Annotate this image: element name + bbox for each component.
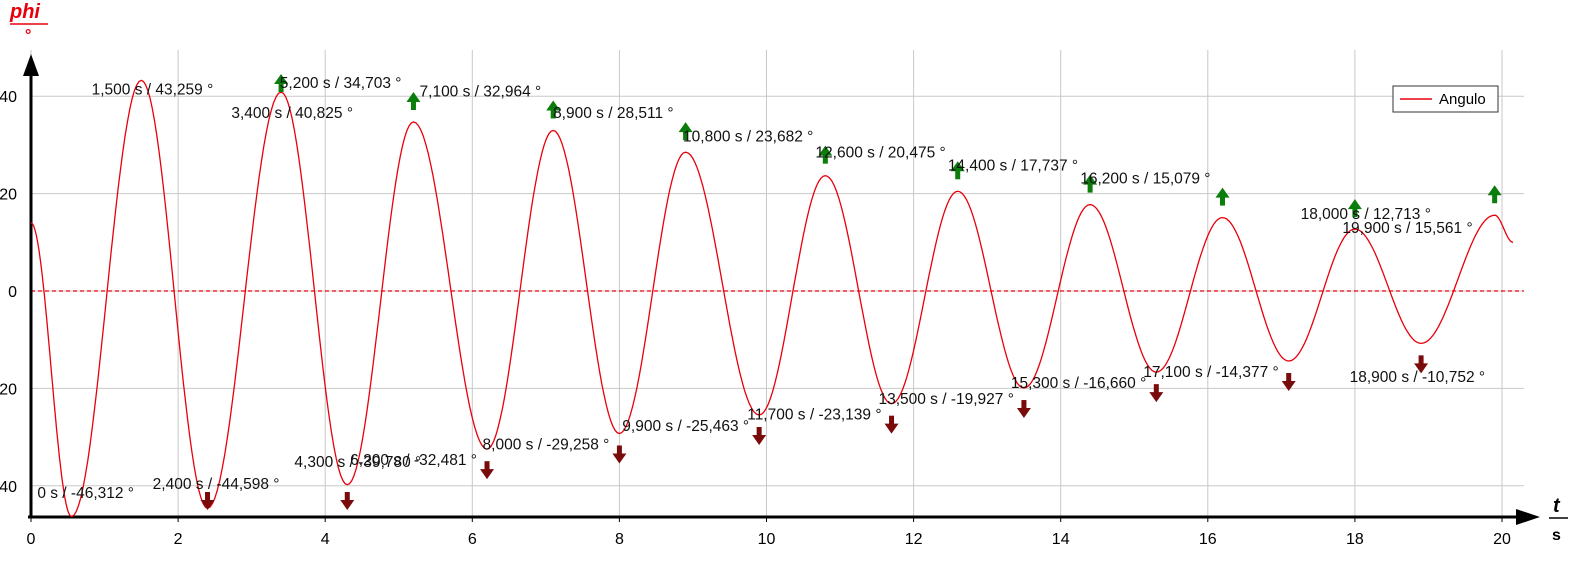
max-marker-arrow bbox=[546, 100, 561, 111]
x-axis-arrow bbox=[1516, 509, 1540, 525]
max-data-label: 7,100 s / 32,964 ° bbox=[420, 83, 542, 100]
min-marker-arrow bbox=[884, 423, 899, 434]
y-tick-labels: 40 20 0 20 40 bbox=[0, 89, 17, 496]
min-marker-stem bbox=[205, 492, 211, 501]
min-data-label: 17,100 s / -14,377 ° bbox=[1143, 364, 1278, 381]
min-marker-arrow bbox=[340, 500, 355, 510]
max-data-label: 12,600 s / 20,475 ° bbox=[815, 144, 945, 161]
series-line-angulo bbox=[30, 79, 1514, 518]
min-data-label: 15,300 s / -16,660 ° bbox=[1011, 375, 1146, 392]
min-data-label: 0 s / -46,312 ° bbox=[37, 485, 134, 502]
min-marker-stem bbox=[344, 492, 350, 501]
min-marker-arrow bbox=[752, 435, 767, 446]
y-axis-unit: ° bbox=[25, 27, 31, 44]
max-marker-stem bbox=[1352, 208, 1358, 218]
max-data-label: 16,200 s / 15,079 ° bbox=[1080, 171, 1210, 188]
max-marker-arrow bbox=[678, 122, 693, 133]
min-marker-stem bbox=[616, 445, 622, 455]
legend-label-angulo: Angulo bbox=[1439, 91, 1486, 108]
max-data-label: 19,900 s / 15,561 ° bbox=[1342, 220, 1472, 237]
axes bbox=[23, 54, 1540, 525]
y-tick-label: 20 bbox=[0, 381, 17, 398]
min-marker-stem bbox=[1153, 384, 1159, 394]
max-marker-stem bbox=[822, 154, 828, 164]
min-data-label: 8,000 s / -29,258 ° bbox=[483, 436, 610, 453]
min-marker-stem bbox=[1286, 373, 1292, 383]
max-data-label: 14,400 s / 17,737 ° bbox=[948, 158, 1078, 175]
max-marker-stem bbox=[683, 131, 689, 141]
max-data-label: 8,900 s / 28,511 ° bbox=[553, 105, 674, 122]
max-data-label: 3,400 s / 40,825 ° bbox=[231, 105, 353, 122]
min-marker-stem bbox=[756, 427, 762, 437]
min-marker-arrow bbox=[1149, 392, 1164, 403]
x-axis-label: t bbox=[1553, 495, 1561, 517]
x-tick-label: 14 bbox=[1052, 531, 1070, 548]
y-tick-label: 40 bbox=[0, 479, 17, 496]
min-marker-stem bbox=[1418, 355, 1424, 365]
y-tick-label: 40 bbox=[0, 89, 17, 106]
legend: Angulo bbox=[1392, 85, 1499, 113]
x-tick-label: 18 bbox=[1346, 531, 1364, 548]
max-marker-stem bbox=[1087, 183, 1093, 193]
max-marker-arrow bbox=[950, 161, 965, 172]
extremum-labels: 1,500 s / 43,259 ° 3,400 s / 40,825 ° 5,20… bbox=[37, 75, 1485, 502]
min-data-label: 11,700 s / -23,139 ° bbox=[747, 407, 881, 424]
max-data-label: 1,500 s / 43,259 ° bbox=[92, 81, 214, 98]
y-tick-label: 0 bbox=[8, 284, 17, 301]
max-marker-arrow bbox=[406, 91, 421, 102]
y-axis-arrow bbox=[23, 54, 39, 76]
x-tick-label: 8 bbox=[615, 531, 624, 548]
max-marker-stem bbox=[1220, 196, 1226, 206]
x-tick-label: 0 bbox=[27, 531, 36, 548]
max-data-label: 18,000 s / 12,713 ° bbox=[1301, 206, 1431, 223]
max-marker-stem bbox=[1492, 194, 1498, 204]
min-data-label: 4,300 s / -39,780 ° bbox=[294, 454, 421, 471]
max-marker-arrow bbox=[274, 74, 289, 84]
min-data-label: 18,900 s / -10,752 ° bbox=[1350, 369, 1485, 386]
x-tick-label: 20 bbox=[1493, 531, 1511, 548]
min-data-label: 13,500 s / -19,927 ° bbox=[878, 391, 1013, 408]
x-tick-label: 10 bbox=[758, 531, 776, 548]
min-marker-arrow bbox=[1414, 363, 1429, 374]
min-marker-arrow bbox=[1016, 408, 1031, 419]
min-data-label: 2,400 s / -44,598 ° bbox=[153, 476, 280, 493]
min-data-label: 9,900 s / -25,463 ° bbox=[622, 418, 749, 435]
min-marker-stem bbox=[484, 461, 490, 471]
y-axis-label: phi bbox=[9, 1, 40, 23]
max-marker-stem bbox=[278, 83, 284, 92]
max-data-label: 5,200 s / 34,703 ° bbox=[280, 75, 402, 92]
min-marker-arrow bbox=[200, 500, 215, 510]
x-tick-label: 4 bbox=[321, 531, 330, 548]
x-tick-label: 6 bbox=[468, 531, 477, 548]
max-marker-arrow bbox=[1487, 185, 1502, 196]
y-tick-label: 20 bbox=[0, 187, 17, 204]
max-marker-arrow bbox=[1347, 199, 1362, 210]
max-marker-arrow bbox=[1215, 187, 1230, 198]
min-marker-stem bbox=[1021, 400, 1027, 410]
x-tick-labels: 0 2 4 6 8 10 12 14 16 18 20 bbox=[27, 517, 1511, 548]
x-tick-label: 12 bbox=[905, 531, 923, 548]
max-marker-stem bbox=[550, 109, 556, 119]
x-tick-label: 2 bbox=[174, 531, 183, 548]
max-marker-stem bbox=[955, 170, 961, 180]
max-marker-stem bbox=[410, 100, 416, 110]
min-data-label: 6,200 s / -32,481 ° bbox=[350, 452, 477, 469]
x-tick-label: 16 bbox=[1199, 531, 1217, 548]
x-axis-unit: s bbox=[1552, 527, 1561, 544]
max-data-label: 10,800 s / 23,682 ° bbox=[683, 129, 813, 146]
min-marker-stem bbox=[889, 415, 895, 425]
min-marker-arrow bbox=[1281, 381, 1296, 392]
extremum-markers bbox=[200, 74, 1502, 510]
min-marker-arrow bbox=[480, 469, 495, 480]
max-marker-arrow bbox=[818, 145, 833, 156]
max-marker-arrow bbox=[1083, 174, 1098, 185]
min-marker-arrow bbox=[612, 453, 627, 464]
